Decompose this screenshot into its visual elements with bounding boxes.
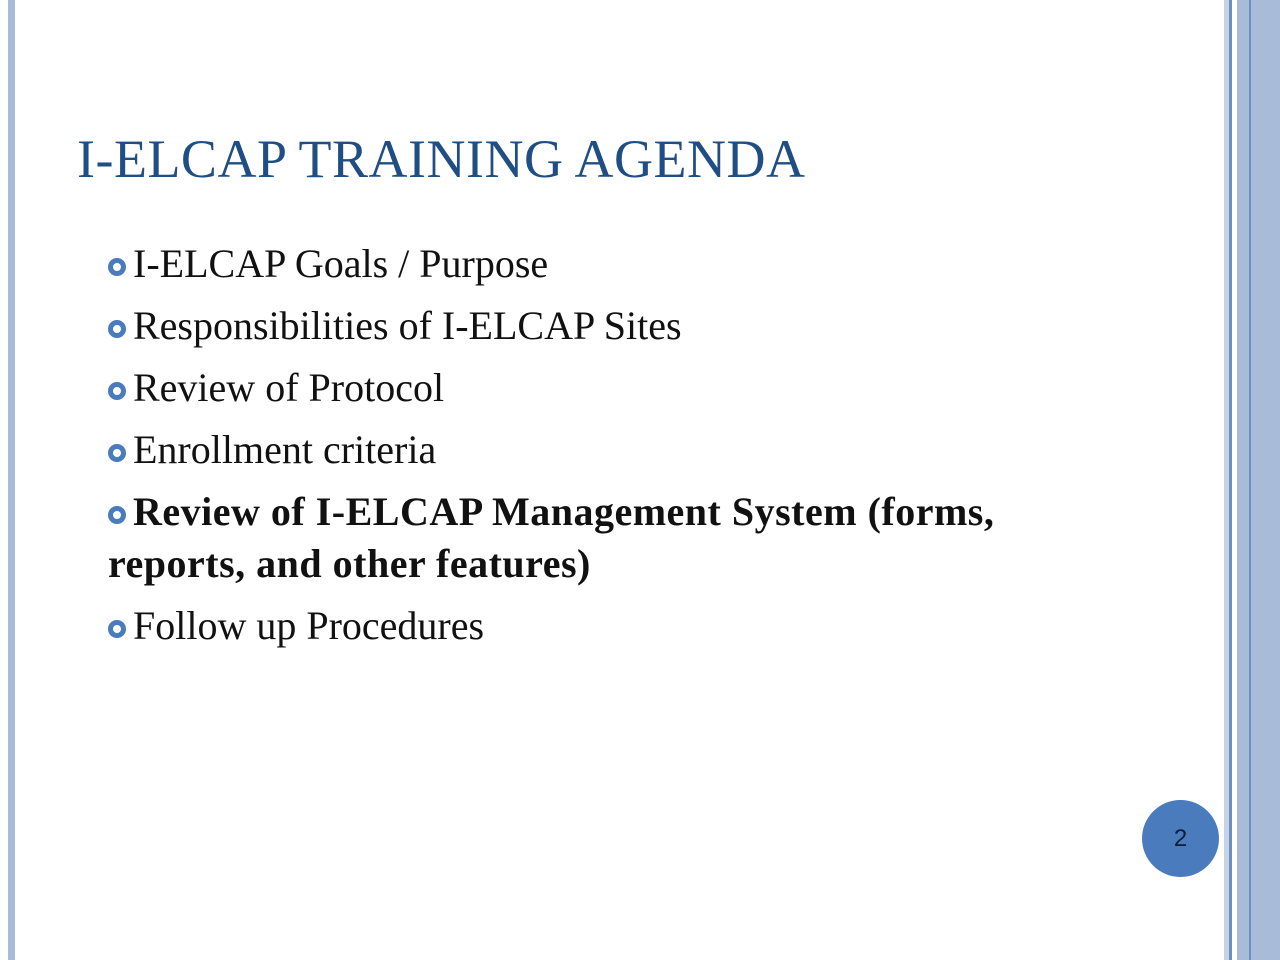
page-number-badge: 2 xyxy=(1142,800,1219,877)
agenda-item-text: Responsibilities of I-ELCAP Sites xyxy=(133,303,682,348)
slide-title: I-ELCAP TRAINING AGENDA xyxy=(77,129,806,189)
agenda-item-text: I-ELCAP Goals / Purpose xyxy=(133,241,549,286)
agenda-item: Review of Protocol xyxy=(108,362,1118,414)
agenda-item: Enrollment criteria xyxy=(108,424,1118,476)
ring-bullet-icon xyxy=(108,506,126,524)
left-border-bar xyxy=(8,0,15,960)
agenda-item-text: Follow up Procedures xyxy=(133,603,485,648)
agenda-item: Responsibilities of I-ELCAP Sites xyxy=(108,300,1118,352)
agenda-item: Follow up Procedures xyxy=(108,600,1118,652)
agenda-item-text: Review of Protocol xyxy=(133,365,445,410)
ring-bullet-icon xyxy=(108,258,126,276)
ring-bullet-icon xyxy=(108,444,126,462)
agenda-item-highlighted: Review of I-ELCAP Management System (for… xyxy=(108,486,1118,590)
agenda-item: I-ELCAP Goals / Purpose xyxy=(108,238,1118,290)
ring-bullet-icon xyxy=(108,320,126,338)
page-number: 2 xyxy=(1173,824,1188,852)
agenda-list: I-ELCAP Goals / Purpose Responsibilities… xyxy=(108,238,1118,662)
right-border-stripes xyxy=(1224,0,1280,960)
ring-bullet-icon xyxy=(108,382,126,400)
ring-bullet-icon xyxy=(108,620,126,638)
agenda-item-text: Enrollment criteria xyxy=(133,427,437,472)
agenda-item-text: Review of I-ELCAP Management System (for… xyxy=(108,489,995,586)
